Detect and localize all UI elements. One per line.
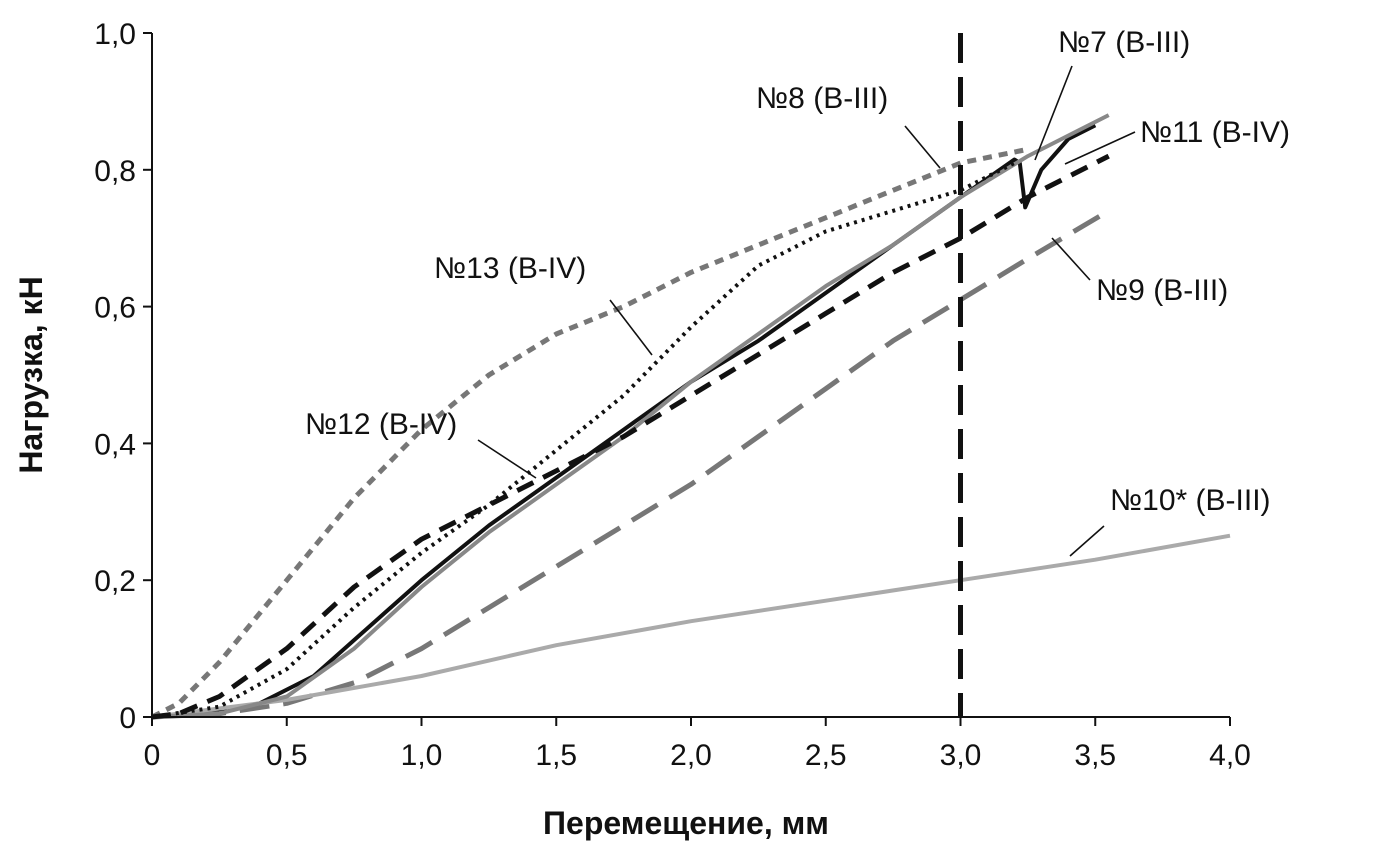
- x-tick-label: 1,0: [401, 739, 443, 772]
- series-line-10-b-iii: [151, 533, 1231, 719]
- series-label-11-b-iv: №11 (B-IV): [1140, 116, 1290, 149]
- y-axis-title: Нагрузка, кН: [13, 276, 49, 473]
- series-line-13-b-iv: [151, 161, 1016, 719]
- y-tick-label: 0: [119, 702, 136, 735]
- series-label-9-b-iii: №9 (B-III): [1096, 274, 1228, 307]
- y-tick-label: 0,8: [94, 155, 136, 188]
- y-tick-label: 0,4: [94, 428, 136, 461]
- series-layer: [150, 113, 1231, 720]
- x-tick-label: 3,0: [940, 739, 982, 772]
- series-labels: №7 (B-III) №8 (B-III) №11 (B-IV) №13 (B-IV)…: [305, 26, 1290, 517]
- y-tick-label: 1,0: [94, 18, 136, 51]
- x-tick-label: 2,0: [670, 739, 712, 772]
- leader-line-10-b-iii: [1069, 525, 1105, 557]
- series-line-11-b-iv: [151, 113, 1110, 719]
- leader-lines: [477, 65, 1136, 557]
- x-axis-title: Перемещение, мм: [543, 805, 829, 841]
- x-tick-label: 1,5: [535, 739, 577, 772]
- series-line-8-b-iii: [150, 146, 1029, 720]
- series-line-12-b-iv: [151, 153, 1110, 720]
- leader-line-12-b-iv: [477, 439, 537, 479]
- series-label-12-b-iv: №12 (B-IV): [305, 408, 457, 441]
- x-tick-label: 0,5: [266, 739, 308, 772]
- leader-line-7-b-iii: [1034, 65, 1073, 161]
- x-tick-label: 0: [144, 739, 161, 772]
- leader-line-8-b-iii: [904, 125, 941, 169]
- x-tick-label: 3,5: [1074, 739, 1116, 772]
- series-line-9-b-iii: [151, 208, 1110, 720]
- leader-line-13-b-iv: [609, 299, 653, 356]
- y-tick-label: 0,2: [94, 565, 136, 598]
- leader-line-9-b-iii: [1051, 237, 1091, 281]
- series-label-7-b-iii: №7 (B-III): [1058, 26, 1190, 59]
- leader-line-11-b-iv: [1064, 131, 1136, 165]
- series-label-13-b-iv: №13 (B-IV): [434, 252, 586, 285]
- x-ticks: 0 0,5 1,0 1,5 2,0 2,5 3,0 3,5 4,0: [144, 717, 1251, 772]
- y-tick-label: 0,6: [94, 292, 136, 325]
- series-label-8-b-iii: №8 (B-III): [756, 82, 888, 115]
- series-label-10-b-iii: №10* (B-III): [1110, 484, 1271, 517]
- y-ticks: 0 0,2 0,4 0,6 0,8 1,0: [94, 18, 152, 735]
- x-tick-label: 4,0: [1209, 739, 1251, 772]
- x-tick-label: 2,5: [805, 739, 847, 772]
- series-line-7-b-iii: [151, 123, 1097, 719]
